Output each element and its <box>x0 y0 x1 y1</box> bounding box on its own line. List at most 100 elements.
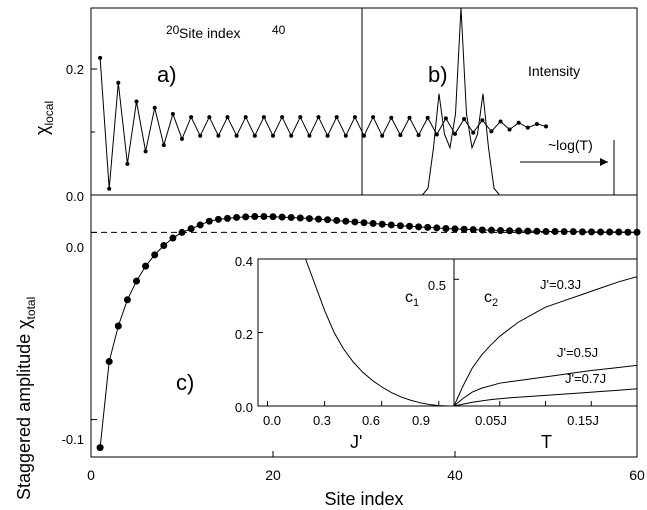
panel-c-point-42 <box>478 226 486 234</box>
panel-c-point-13 <box>214 215 222 223</box>
panel-c-point-24 <box>315 215 322 223</box>
panel-a-point-44 <box>498 119 503 124</box>
panel-c-point-27 <box>342 217 350 225</box>
panel-c-point-33 <box>396 222 404 230</box>
panel-c-point-57 <box>615 228 623 236</box>
panel-c2-label-sub: 2 <box>492 297 498 309</box>
panel-c-point-22 <box>296 214 304 222</box>
panel-c-point-55 <box>597 228 605 236</box>
panel-a-point-25 <box>325 133 330 138</box>
panel-c-point-43 <box>487 226 495 234</box>
panel-b-line <box>362 7 637 196</box>
panel-a-line <box>99 57 547 189</box>
panel-a-ytick-1: 0.2 <box>66 62 84 77</box>
panel-c-point-36 <box>424 223 432 231</box>
panel-c-xtick-60: 60 <box>629 467 645 483</box>
panel-b-log-label: ~log(T) <box>548 137 593 153</box>
panel-c-point-52 <box>569 228 577 236</box>
panel-c1-label-sub: 1 <box>413 297 419 309</box>
panel-a-point-7 <box>161 143 166 148</box>
panel-c-ytick-0: 0.0 <box>66 240 84 255</box>
panel-c-point-40 <box>460 225 468 233</box>
panel-a-point-46 <box>516 120 521 125</box>
panel-c-point-4 <box>133 277 140 285</box>
panel-c-label: c) <box>176 370 194 395</box>
panel-c-point-20 <box>278 213 286 221</box>
panel-c1-label-main: c <box>405 289 413 306</box>
panel-c-ylabel: Staggered amplitude χtotal <box>14 297 38 500</box>
panel-c2-xtick-005: 0.05J <box>475 413 507 428</box>
panel-c-point-29 <box>360 219 368 227</box>
panel-c-point-0 <box>96 444 104 452</box>
panel-c-point-15 <box>233 213 241 221</box>
panel-c-point-9 <box>178 228 186 236</box>
panel-a-point-3 <box>125 161 130 166</box>
panel-a-point-30 <box>371 115 376 120</box>
panel-c-point-46 <box>515 227 523 235</box>
panel-c-xtick-20: 20 <box>265 467 281 483</box>
panel-c-point-12 <box>205 217 213 225</box>
panel-c-point-11 <box>196 221 204 229</box>
panel-c1-ytick-0: 0.0 <box>235 400 253 415</box>
panel-c-ylabel-sub: total <box>24 297 38 320</box>
panel-a-ylabel-main: χ <box>32 125 52 135</box>
panel-c1-plot <box>258 258 449 407</box>
panel-c1-ytick-04: 0.4 <box>235 254 253 269</box>
panel-a-point-5 <box>143 149 148 154</box>
panel-a-point-42 <box>480 118 485 123</box>
panel-c2-xtick-015: 0.15J <box>567 413 599 428</box>
panel-c2-line-0 <box>453 276 638 407</box>
panel-c-point-49 <box>542 227 550 235</box>
panel-a-point-15 <box>234 133 239 138</box>
panel-c1-xtick-09: 0.9 <box>412 413 430 428</box>
panel-a-point-37 <box>434 132 439 137</box>
panel-a-point-12 <box>207 115 212 120</box>
panel-b-label: b) <box>428 62 448 87</box>
panel-c-point-2 <box>114 322 122 330</box>
panel-c-point-5 <box>142 262 150 270</box>
panel-c-xlabel: Site index <box>324 489 403 509</box>
panel-b-arrow-head <box>600 158 608 166</box>
panel-a-point-45 <box>507 127 512 132</box>
panel-c-point-59 <box>633 228 641 236</box>
panel-a-point-27 <box>343 133 348 138</box>
panel-c-point-21 <box>287 213 295 221</box>
panel-c2-label-main: c <box>484 289 492 306</box>
panel-c2-ytick-05: 0.5 <box>428 278 446 293</box>
panel-c-point-32 <box>387 221 395 229</box>
panel-c1-label: c1 <box>405 289 419 309</box>
panel-c-xtick-0: 0 <box>87 467 95 483</box>
panel-a-point-14 <box>225 115 230 120</box>
panel-c-plot <box>90 213 641 457</box>
panel-c-point-51 <box>560 228 568 236</box>
panel-a-plot <box>98 55 548 191</box>
panel-b-frame <box>361 7 638 196</box>
panel-c-point-34 <box>406 222 413 230</box>
panel-a-ylabel: χlocal <box>32 101 56 135</box>
panel-a-point-26 <box>334 115 339 120</box>
panel-c-point-8 <box>169 234 177 242</box>
panel-c-point-17 <box>251 213 259 221</box>
panel-a-point-4 <box>134 99 139 104</box>
panel-c-point-1 <box>105 358 113 366</box>
panel-c-point-14 <box>224 214 231 222</box>
panel-a-ytick-0: 0.0 <box>66 189 84 204</box>
panel-a-top-axis-label: Site index <box>179 25 240 41</box>
panel-c-point-56 <box>606 228 614 236</box>
panel-c-point-28 <box>351 218 359 226</box>
panel-a-point-43 <box>489 129 494 134</box>
panel-c1-line <box>305 258 449 407</box>
panel-c2-label: c2 <box>484 289 498 309</box>
panel-a-point-16 <box>243 115 248 120</box>
panel-c-point-47 <box>524 227 532 235</box>
panel-a-label: a) <box>157 62 177 87</box>
panel-a-point-2 <box>116 80 121 85</box>
panel-a-point-33 <box>398 133 403 138</box>
panel-c1-xtick-03: 0.3 <box>313 413 331 428</box>
panel-a-point-18 <box>261 115 266 120</box>
panel-a-point-41 <box>471 130 476 135</box>
panel-c-point-6 <box>151 251 159 259</box>
panel-c-point-58 <box>624 228 632 236</box>
panel-c-point-50 <box>551 227 559 235</box>
panel-b-intensity-label: Intensity <box>528 63 580 79</box>
